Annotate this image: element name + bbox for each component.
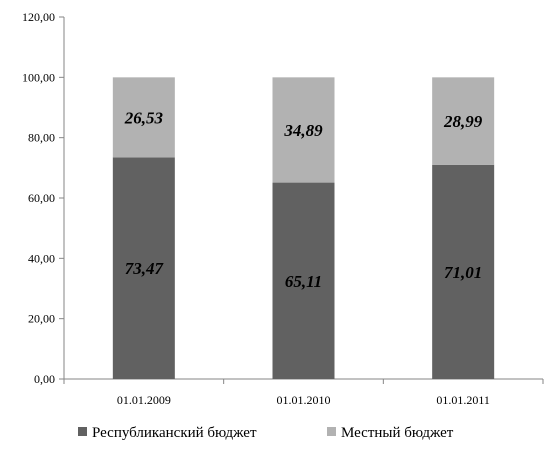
data-label: 28,99 [443, 112, 483, 131]
x-category-label: 01.01.2010 [277, 393, 331, 407]
y-tick-label: 0,00 [34, 372, 55, 386]
legend-swatch [78, 427, 87, 436]
axes: 0,00 20,00 40,00 60,00 80,00 100,00 120,00 01.0… [22, 10, 544, 407]
data-label: 71,01 [444, 263, 482, 282]
legend-swatch [327, 427, 336, 436]
data-label: 34,89 [283, 121, 323, 140]
y-tick-label: 80,00 [28, 131, 55, 145]
data-labels: 73,47 26,53 65,11 34,89 71,01 28,99 [124, 108, 483, 290]
y-tick-label: 100,00 [22, 70, 55, 84]
y-tick-label: 120,00 [22, 10, 55, 24]
data-label: 65,11 [285, 272, 322, 291]
y-tick-label: 20,00 [28, 312, 55, 326]
bar-segment [432, 77, 495, 165]
data-label: 73,47 [125, 259, 165, 278]
bars [112, 77, 495, 379]
y-tick-label: 60,00 [28, 191, 55, 205]
bar-segment [112, 157, 175, 379]
bar-segment [272, 77, 335, 183]
data-label: 26,53 [124, 108, 164, 127]
bar-segment [432, 164, 495, 379]
x-category-label: 01.01.2009 [117, 393, 171, 407]
legend-label: Местный бюджет [341, 425, 454, 441]
x-category-label: 01.01.2011 [436, 393, 490, 407]
legend: Республиканский бюджет Местный бюджет [78, 425, 454, 441]
y-tick-label: 40,00 [28, 251, 55, 265]
bar-segment [272, 182, 335, 379]
legend-label: Республиканский бюджет [92, 425, 257, 441]
bar-segment [112, 77, 175, 158]
